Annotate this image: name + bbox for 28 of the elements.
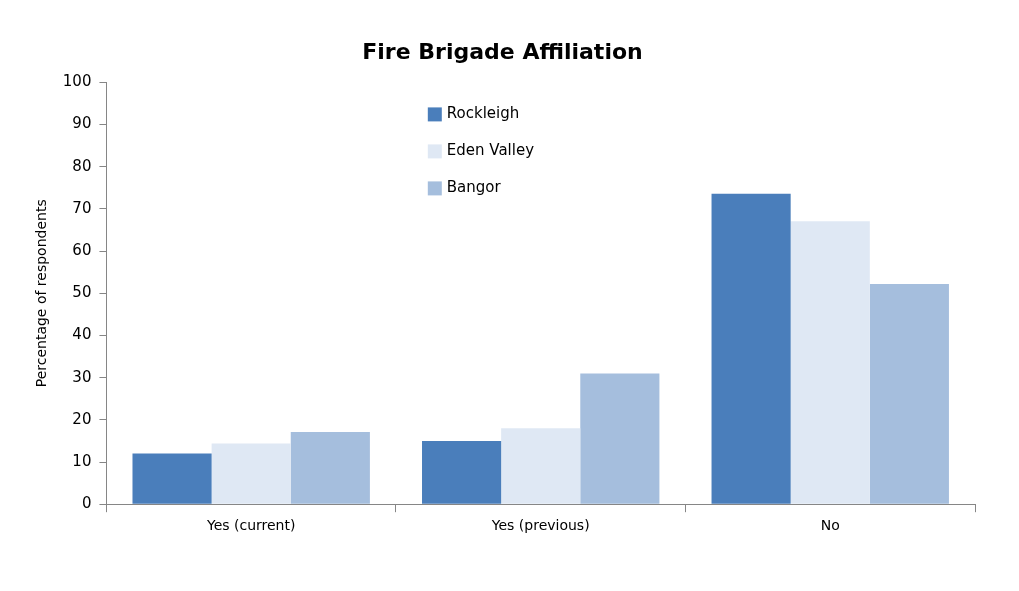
bar: [211, 443, 291, 504]
x-tick-label: Yes (previous): [490, 517, 590, 534]
y-tick-label: 80: [72, 156, 92, 175]
bar: [580, 373, 660, 504]
y-tick-label: 60: [72, 241, 92, 260]
bar: [790, 221, 870, 504]
y-tick-label: 50: [72, 283, 92, 302]
y-tick-label: 70: [72, 198, 92, 217]
bar: [290, 432, 370, 504]
y-tick-label: 20: [72, 409, 92, 428]
legend-label: Eden Valley: [446, 141, 535, 160]
chart-title: Fire Brigade Affiliation: [362, 38, 643, 64]
bar: [501, 428, 581, 504]
y-axis-title: Percentage of respondents: [33, 199, 50, 388]
bar: [869, 284, 949, 504]
bar: [132, 453, 212, 504]
y-tick-label: 10: [72, 451, 92, 470]
y-tick-label: 100: [62, 72, 92, 91]
y-tick-label: 90: [72, 114, 92, 133]
y-tick-label: 40: [72, 325, 92, 344]
y-tick-label: 0: [81, 494, 92, 513]
bar: [711, 193, 791, 504]
bar: [422, 440, 502, 504]
x-tick-label: Yes (current): [205, 517, 296, 534]
legend-label: Rockleigh: [446, 104, 520, 123]
legend-label: Bangor: [446, 178, 502, 197]
x-tick-label: No: [820, 517, 840, 534]
y-tick-label: 30: [72, 367, 92, 386]
